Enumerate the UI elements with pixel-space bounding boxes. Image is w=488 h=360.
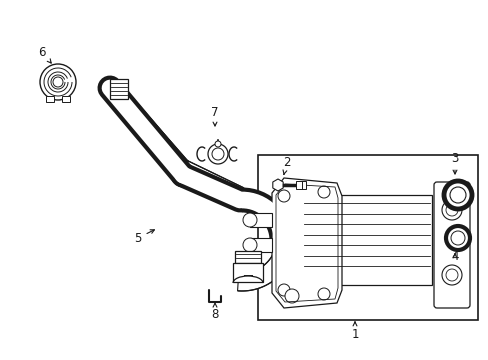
Text: 8: 8 — [211, 303, 218, 321]
PathPatch shape — [178, 160, 244, 204]
Circle shape — [317, 186, 329, 198]
Bar — [249, 213, 271, 227]
PathPatch shape — [237, 241, 294, 291]
Bar — [110, 79, 128, 99]
Bar — [232, 263, 263, 282]
Circle shape — [207, 144, 227, 164]
Text: 3: 3 — [450, 152, 458, 174]
Circle shape — [441, 200, 461, 220]
Circle shape — [445, 204, 457, 216]
Circle shape — [445, 226, 469, 250]
Circle shape — [278, 190, 289, 202]
Text: 5: 5 — [134, 230, 154, 244]
Circle shape — [243, 238, 257, 252]
Circle shape — [445, 269, 457, 281]
Text: 2: 2 — [283, 156, 290, 174]
Polygon shape — [271, 178, 341, 308]
FancyBboxPatch shape — [433, 182, 469, 308]
Circle shape — [317, 288, 329, 300]
Circle shape — [278, 284, 289, 296]
Bar — [62, 96, 70, 102]
PathPatch shape — [105, 82, 188, 174]
Circle shape — [215, 141, 221, 147]
Circle shape — [243, 213, 257, 227]
Circle shape — [212, 148, 224, 160]
Bar — [46, 96, 54, 102]
Circle shape — [441, 265, 461, 285]
Text: 7: 7 — [211, 105, 218, 126]
Text: 6: 6 — [38, 45, 51, 63]
Text: 4: 4 — [450, 251, 458, 264]
Circle shape — [450, 231, 464, 245]
Circle shape — [443, 181, 471, 209]
Circle shape — [40, 64, 76, 100]
Bar — [295, 181, 305, 189]
Circle shape — [449, 187, 465, 203]
Text: 1: 1 — [350, 322, 358, 342]
Bar — [235, 251, 261, 263]
Circle shape — [53, 77, 63, 87]
Bar — [258, 155, 477, 320]
Bar — [302, 195, 431, 285]
Bar — [249, 238, 271, 252]
Circle shape — [285, 289, 298, 303]
